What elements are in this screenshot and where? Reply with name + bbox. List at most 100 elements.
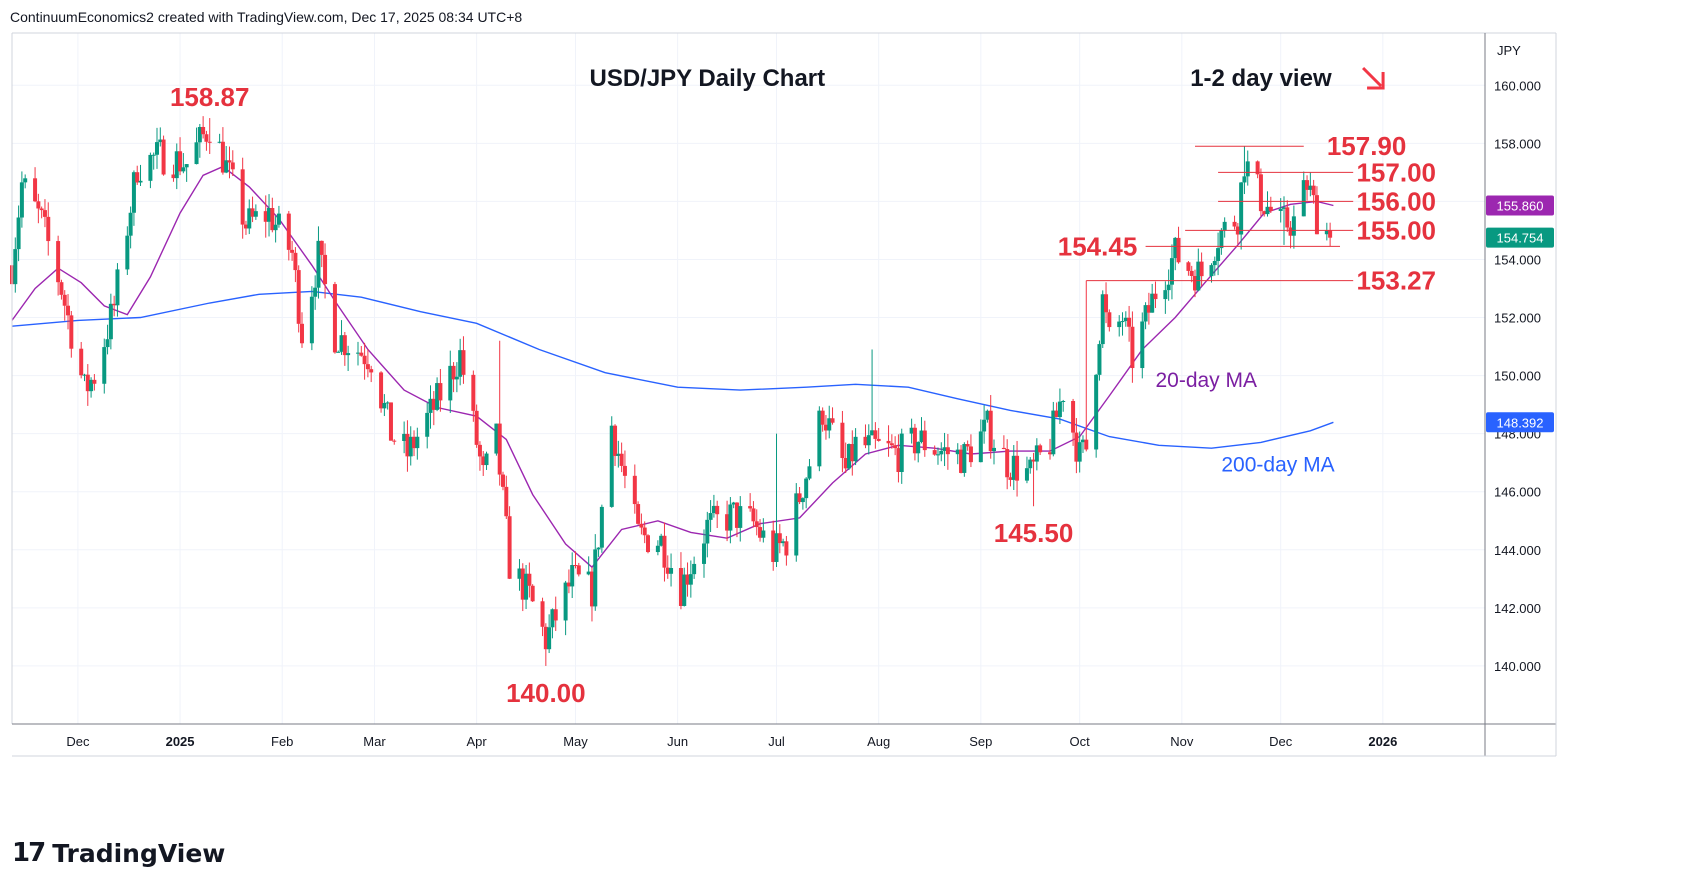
- candle-body: [1242, 176, 1247, 183]
- candle-body: [1265, 206, 1270, 215]
- candle-body: [1084, 439, 1089, 450]
- candle-body: [645, 535, 650, 553]
- candle-body: [451, 365, 456, 380]
- candle-body: [1268, 206, 1273, 211]
- candle-body: [797, 493, 802, 503]
- candle-body: [33, 178, 38, 202]
- candle-body: [299, 323, 304, 344]
- candle-body: [1038, 445, 1043, 453]
- price-tick-label: 154.000: [1494, 252, 1541, 267]
- candle-body: [1034, 445, 1039, 462]
- candle-body: [1176, 237, 1181, 263]
- candle-body: [425, 412, 430, 437]
- candle-body: [385, 402, 390, 404]
- candle-body: [1001, 447, 1006, 450]
- candle-body: [379, 372, 384, 409]
- candle-body: [388, 402, 393, 441]
- candle-body: [804, 478, 809, 499]
- tradingview-logo[interactable]: 17 TradingView: [12, 833, 225, 873]
- candle-body: [669, 568, 674, 574]
- candle-body: [682, 574, 687, 606]
- price-tag-bg: [1486, 412, 1554, 433]
- candle-body: [1301, 180, 1306, 217]
- candle-body: [201, 126, 206, 135]
- candle-body: [850, 444, 855, 462]
- candle-body: [524, 573, 529, 600]
- level-label: 153.27: [1356, 266, 1436, 296]
- candle-body: [323, 254, 328, 285]
- candle-body: [454, 376, 459, 380]
- candle-body: [1173, 237, 1178, 259]
- candle-body: [771, 530, 776, 562]
- extreme-price-label: 145.50: [994, 518, 1074, 548]
- candle-body: [866, 435, 871, 446]
- candle-body: [204, 134, 209, 142]
- price-tag-label: 155.860: [1497, 198, 1544, 213]
- candle-body: [438, 383, 443, 401]
- candle-body: [224, 160, 229, 173]
- candle-body: [800, 498, 805, 503]
- candle-body: [1169, 258, 1174, 285]
- price-tags: 155.860 148.392 154.754: [1486, 195, 1554, 433]
- candle-body: [784, 541, 789, 556]
- candle-body: [102, 347, 107, 384]
- candle-body: [662, 535, 667, 568]
- candle-body: [1015, 455, 1020, 481]
- candle-body: [1100, 294, 1105, 345]
- candle-body: [1140, 321, 1145, 369]
- candle-body: [293, 252, 298, 271]
- candle-body: [619, 453, 624, 466]
- tradingview-logo-text: TradingView: [52, 838, 226, 868]
- candle-body: [853, 436, 858, 462]
- candle-body: [273, 224, 278, 231]
- candle-body: [589, 571, 594, 607]
- candle-body: [659, 535, 664, 546]
- currency-label: JPY: [1497, 43, 1521, 58]
- candlestick-series: [10, 116, 1333, 666]
- time-tick-label: Jun: [667, 734, 688, 749]
- chart-view-label: 1-2 day view: [1190, 65, 1332, 92]
- candle-body: [227, 160, 232, 163]
- ma20-line: [11, 165, 1334, 569]
- chart-axes: JPY140.000142.000144.000146.000148.00015…: [11, 32, 1557, 757]
- price-tick-label: 158.000: [1494, 136, 1541, 151]
- time-tick-label: Aug: [867, 734, 890, 749]
- candle-body: [642, 527, 647, 536]
- candle-body: [92, 379, 97, 384]
- candle-body: [1328, 230, 1333, 238]
- candle-body: [1150, 293, 1155, 313]
- down-right-arrow-icon: [1362, 66, 1385, 90]
- candle-body: [761, 530, 766, 538]
- candle-body: [1219, 230, 1224, 249]
- time-tick-label: Feb: [271, 734, 293, 749]
- candle-body: [1285, 207, 1290, 228]
- candle-body: [530, 585, 535, 602]
- moving-average-label: 200-day MA: [1221, 453, 1334, 476]
- candle-body: [181, 167, 186, 172]
- candle-body: [66, 305, 71, 316]
- time-tick-label: Oct: [1070, 734, 1091, 749]
- candle-body: [1288, 227, 1293, 236]
- candle-body: [932, 450, 937, 455]
- candle-body: [507, 516, 512, 579]
- candle-body: [1258, 174, 1263, 212]
- candle-body: [1281, 207, 1286, 209]
- candle-body: [1143, 305, 1148, 322]
- candle-body: [599, 506, 604, 548]
- candle-body: [1262, 211, 1267, 215]
- candle-body: [889, 443, 894, 446]
- candle-body: [896, 448, 901, 473]
- candle-body: [520, 568, 525, 600]
- candle-body: [484, 453, 489, 466]
- candle-body: [59, 282, 64, 295]
- candle-body: [1024, 468, 1029, 481]
- candle-body: [197, 126, 202, 143]
- candle-body: [1005, 449, 1010, 478]
- level-label: 155.00: [1356, 215, 1436, 245]
- candle-body: [477, 444, 482, 457]
- candle-body: [1239, 182, 1244, 235]
- candle-body: [1186, 262, 1191, 271]
- candle-body: [1097, 344, 1102, 375]
- candle-body: [988, 410, 993, 452]
